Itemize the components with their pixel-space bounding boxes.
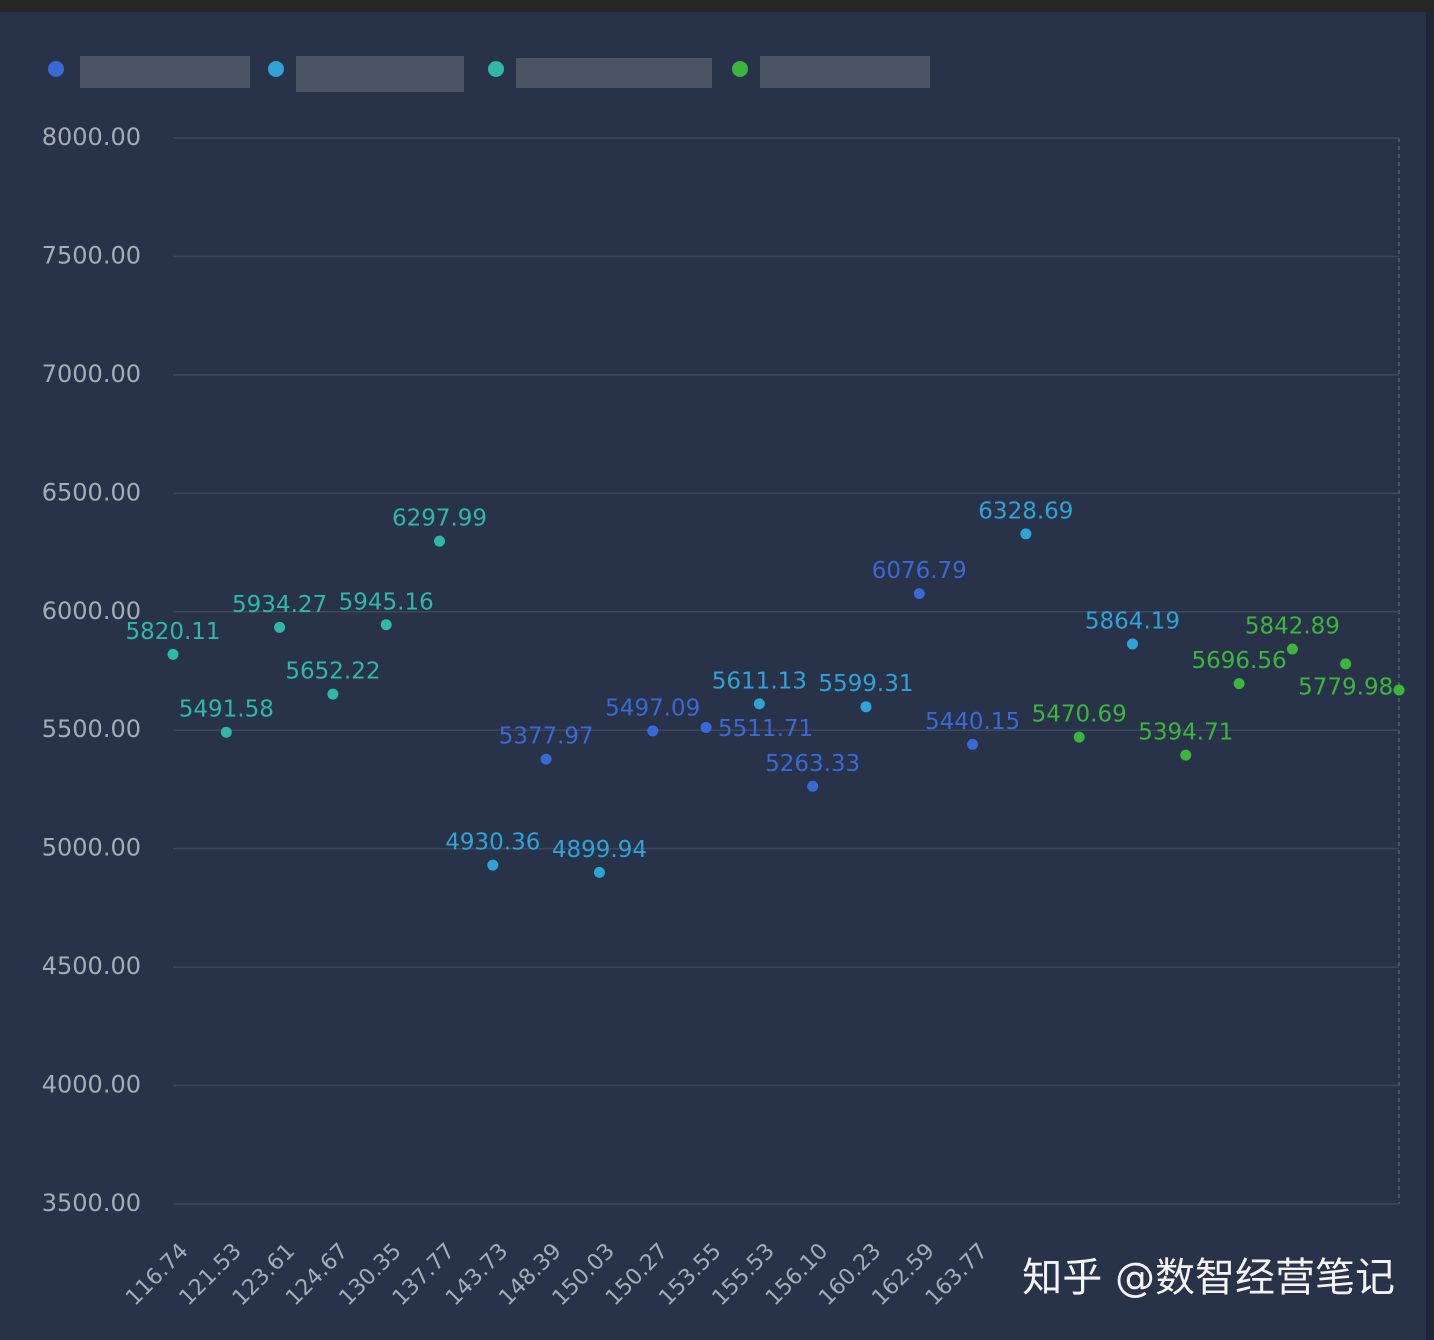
point [167, 648, 179, 660]
y-tick-label: 5000.00 [42, 834, 141, 862]
data-label: 6076.79 [872, 558, 967, 584]
data-label: 5491.58 [179, 697, 274, 723]
point [967, 738, 979, 750]
legend-blur [296, 56, 464, 92]
data-label: 4930.36 [445, 830, 540, 856]
point [274, 621, 286, 633]
data-label: 5599.31 [818, 671, 913, 697]
data-label: 5934.27 [232, 592, 327, 618]
point [487, 859, 499, 871]
point [1073, 731, 1085, 743]
data-label: 5377.97 [499, 724, 594, 750]
right-edge [1426, 12, 1434, 1340]
y-tick-label: 7000.00 [42, 360, 141, 388]
legend-blur [760, 56, 930, 88]
point [1286, 643, 1298, 655]
y-tick-label: 3500.00 [42, 1189, 141, 1217]
legend-blur [80, 56, 250, 88]
point [807, 780, 819, 792]
point [1020, 528, 1032, 540]
legend-swatch[interactable] [732, 61, 748, 77]
point [434, 535, 446, 547]
legend-swatch[interactable] [48, 61, 64, 77]
point [593, 866, 605, 878]
point [220, 726, 232, 738]
data-label: 5842.89 [1245, 613, 1340, 639]
y-tick-label: 6500.00 [42, 478, 141, 506]
data-label: 5497.09 [605, 695, 700, 721]
point [1393, 684, 1405, 696]
point [380, 619, 392, 631]
point [327, 688, 339, 700]
y-tick-label: 8000.00 [42, 123, 141, 151]
data-label: 5394.71 [1138, 720, 1233, 746]
data-label: 5696.56 [1192, 648, 1287, 674]
y-tick-label: 6000.00 [42, 597, 141, 625]
data-label: 6297.99 [392, 506, 487, 532]
data-label: 5779.98 [1298, 674, 1393, 700]
data-label: 5440.15 [925, 709, 1020, 735]
data-label: 5652.22 [285, 659, 380, 685]
point [1126, 638, 1138, 650]
point [1340, 658, 1352, 670]
legend-swatch[interactable] [488, 61, 504, 77]
data-label: 5511.71 [718, 716, 813, 742]
data-label: 5611.13 [712, 668, 807, 694]
y-tick-label: 7500.00 [42, 241, 141, 269]
point [647, 725, 659, 737]
legend [48, 56, 930, 92]
y-tick-label: 5500.00 [42, 715, 141, 743]
y-tick-label: 4000.00 [42, 1071, 141, 1099]
data-label: 5470.69 [1032, 702, 1127, 728]
legend-swatch[interactable] [268, 61, 284, 77]
y-tick-label: 4500.00 [42, 952, 141, 980]
data-label: 5945.16 [339, 589, 434, 615]
data-label: 4899.94 [552, 837, 647, 863]
data-label: 5263.33 [765, 751, 860, 777]
data-label: 5820.11 [125, 619, 220, 645]
point [913, 588, 925, 600]
point [540, 753, 552, 765]
watermark: 知乎 @数智经营笔记 [1022, 1255, 1395, 1301]
top-bar [0, 0, 1434, 12]
point [753, 698, 765, 710]
legend-blur [516, 58, 712, 88]
data-label: 6328.69 [978, 498, 1073, 524]
point [1180, 749, 1192, 761]
point [700, 721, 712, 733]
point [1233, 678, 1245, 690]
point [860, 701, 872, 713]
data-label: 5864.19 [1085, 608, 1180, 634]
